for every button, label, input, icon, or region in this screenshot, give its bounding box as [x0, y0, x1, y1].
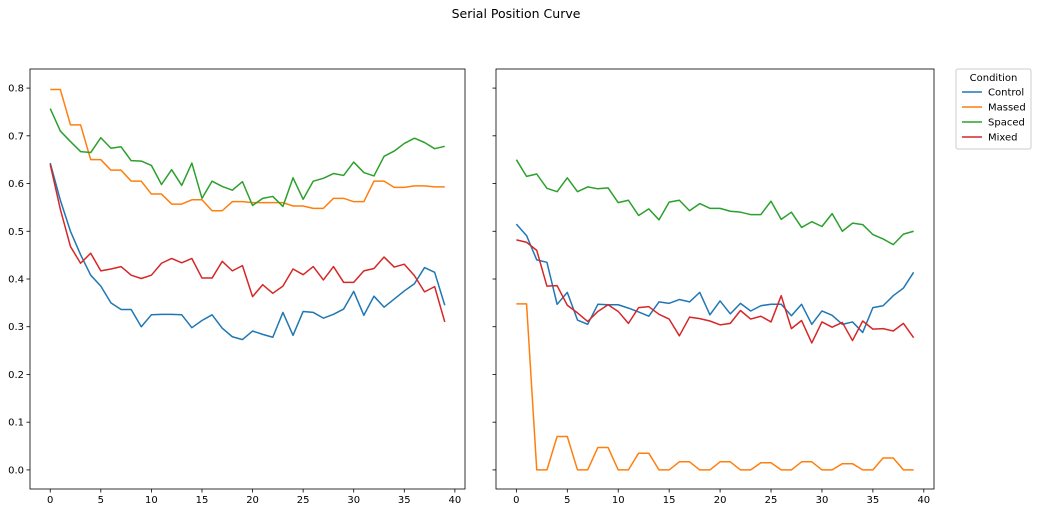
legend-item-spaced: Spaced [962, 118, 1025, 129]
series-line-massed [516, 303, 914, 471]
series-line-control [49, 162, 446, 341]
x-tick-label: 35 [867, 495, 880, 506]
right-panel: 0 5 10 15 20 25 30 35 40 [492, 68, 935, 506]
series-line-mixed [516, 239, 915, 344]
series-lines [515, 159, 915, 471]
y-tick-label: 0.7 [8, 131, 24, 142]
series-line-massed [50, 88, 445, 212]
legend-item-control: Control [962, 88, 1024, 99]
y-tick-label: 0.2 [8, 370, 24, 381]
x-tick-label: 20 [714, 495, 727, 506]
x-tick-label: 10 [612, 495, 625, 506]
series-line-spaced [515, 159, 914, 246]
axes-frame [495, 68, 935, 490]
left-panel: 0 5 10 15 20 25 30 35 40 0.0 0.1 0.2 0.3 0.4 0.5 0.6 0.7… [8, 68, 466, 506]
legend-item-mixed: Mixed [962, 133, 1018, 144]
legend-label: Spaced [988, 118, 1025, 129]
x-tick-label: 15 [663, 495, 676, 506]
x-tick-label: 30 [816, 495, 829, 506]
x-tick-label: 10 [145, 495, 158, 506]
x-tick-label: 40 [449, 495, 462, 506]
figure-title: Serial Position Curve [452, 6, 581, 21]
series-line-control [515, 223, 915, 334]
legend-frame [955, 68, 1032, 150]
legend-item-massed: Massed [962, 103, 1026, 114]
x-tick-label: 25 [297, 495, 310, 506]
x-tick-label: 40 [917, 495, 930, 506]
series-lines [49, 88, 446, 341]
y-tick-label: 0.5 [8, 227, 24, 238]
legend-label: Control [988, 88, 1024, 99]
y-tick-label: 0.6 [8, 179, 24, 190]
x-tick-label: 5 [564, 495, 570, 506]
x-tick-label: 0 [47, 495, 53, 506]
series-line-mixed [49, 164, 446, 323]
y-tick-label: 0.4 [8, 275, 24, 286]
x-tick-label: 35 [398, 495, 411, 506]
legend: Condition Control Massed Spaced Mixed [955, 68, 1032, 150]
y-tick-label: 0.8 [8, 84, 24, 95]
legend-label: Mixed [988, 133, 1018, 144]
x-tick-label: 15 [196, 495, 209, 506]
legend-title: Condition [970, 73, 1018, 84]
x-tick-label: 25 [765, 495, 778, 506]
x-tick-label: 30 [347, 495, 360, 506]
series-line-spaced [49, 108, 445, 208]
x-tick-label: 20 [246, 495, 259, 506]
y-tick-label: 0.0 [8, 465, 24, 476]
y-tick-label: 0.3 [8, 322, 24, 333]
x-tick-label: 5 [98, 495, 104, 506]
y-tick-label: 0.1 [8, 418, 24, 429]
x-tick-label: 0 [513, 495, 519, 506]
legend-label: Massed [988, 103, 1026, 114]
legend-items: Control Massed Spaced Mixed [962, 88, 1026, 144]
